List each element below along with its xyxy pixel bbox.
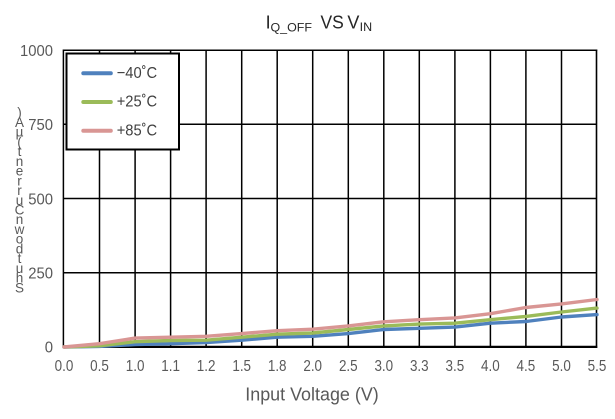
svg-text:A: A [15, 115, 24, 130]
svg-text:4.5: 4.5 [517, 358, 536, 375]
svg-text:500: 500 [28, 191, 53, 208]
svg-text:+85˚C: +85˚C [117, 122, 158, 139]
svg-text:u: u [16, 193, 24, 208]
svg-text:u: u [16, 261, 24, 276]
svg-text:o: o [16, 232, 24, 247]
svg-text:3.5: 3.5 [446, 358, 465, 375]
svg-text:C: C [15, 203, 25, 218]
svg-text:d: d [16, 241, 24, 256]
svg-text:−40˚C: −40˚C [117, 65, 158, 82]
svg-text:r: r [17, 173, 22, 188]
svg-text:4.0: 4.0 [481, 358, 500, 375]
svg-text:0.0: 0.0 [55, 358, 74, 375]
svg-text:3.0: 3.0 [374, 358, 393, 375]
svg-text:+25˚C: +25˚C [117, 94, 158, 111]
svg-text:Input Voltage (V): Input Voltage (V) [245, 384, 379, 404]
svg-text:5.5: 5.5 [588, 358, 607, 375]
svg-text:250: 250 [28, 266, 53, 283]
svg-text:1.8: 1.8 [268, 358, 287, 375]
svg-text:): ) [17, 105, 22, 120]
svg-text:VS: VS [321, 12, 344, 32]
svg-text:h: h [16, 271, 24, 286]
svg-text:n: n [16, 212, 24, 227]
svg-text:2.5: 2.5 [339, 358, 358, 375]
svg-text:Q_OFF: Q_OFF [271, 21, 313, 35]
svg-text:0: 0 [45, 340, 53, 357]
svg-text:e: e [16, 164, 24, 179]
svg-text:750: 750 [28, 117, 53, 134]
svg-text:µ: µ [16, 125, 24, 140]
svg-text:n: n [16, 154, 24, 169]
svg-text:1.1: 1.1 [161, 358, 180, 375]
svg-text:0.5: 0.5 [90, 358, 109, 375]
svg-text:V: V [347, 12, 359, 32]
svg-text:r: r [17, 183, 22, 198]
svg-text:t: t [18, 144, 22, 159]
svg-text:1.0: 1.0 [126, 358, 145, 375]
svg-text:w: w [14, 222, 25, 237]
svg-text:5.0: 5.0 [552, 358, 571, 375]
svg-text:(: ( [17, 134, 22, 149]
svg-text:S: S [15, 280, 24, 295]
svg-text:1.5: 1.5 [232, 358, 251, 375]
svg-text:I: I [266, 12, 271, 32]
svg-text:1000: 1000 [20, 43, 53, 60]
svg-text:3.3: 3.3 [410, 358, 429, 375]
svg-text:t: t [18, 251, 22, 266]
svg-text:1.2: 1.2 [197, 358, 216, 375]
svg-text:IN: IN [360, 20, 373, 34]
svg-text:2.0: 2.0 [303, 358, 322, 375]
